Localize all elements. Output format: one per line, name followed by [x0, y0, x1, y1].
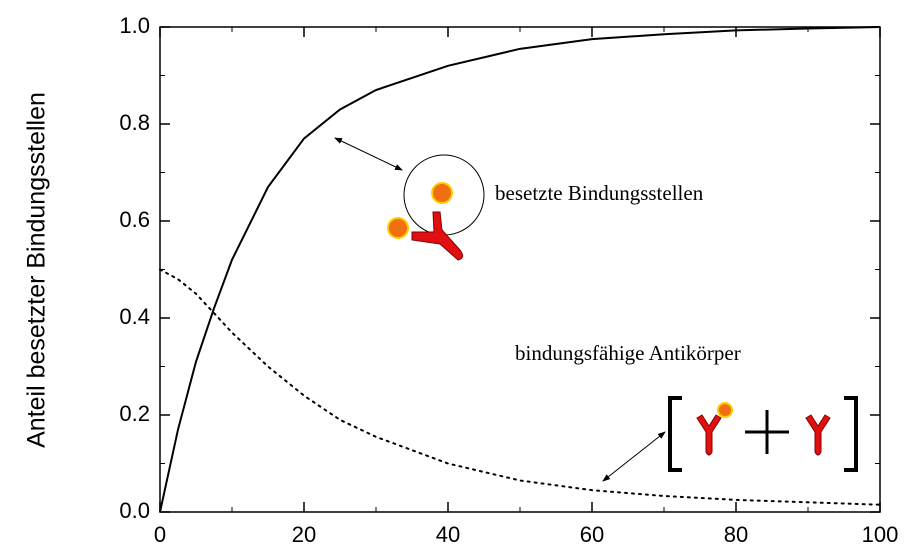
x-tick-label: 40 — [436, 522, 460, 547]
x-tick-label: 60 — [580, 522, 604, 547]
arrow — [335, 138, 402, 170]
series-line — [160, 270, 880, 505]
y-axis-label: Anteil besetzter Bindungsstellen — [23, 92, 51, 448]
annotation: bindungsfähige Antikörper — [515, 341, 741, 365]
x-tick-label: 20 — [292, 522, 316, 547]
plot-frame — [160, 27, 880, 512]
y-tick-label: 0.8 — [119, 110, 150, 135]
y-tick-label: 0.6 — [119, 207, 150, 232]
x-tick-label: 100 — [862, 522, 899, 547]
y-tick-label: 0.0 — [119, 498, 150, 523]
series-line — [160, 27, 880, 512]
arrow — [603, 432, 665, 481]
bracket-expression — [670, 398, 856, 470]
y-tick-label: 0.4 — [119, 304, 150, 329]
x-tick-label: 0 — [154, 522, 166, 547]
x-tick-label: 80 — [724, 522, 748, 547]
chart: Anteil besetzter Bindungsstellen besetzt… — [0, 0, 912, 556]
antibody-icon — [388, 183, 463, 260]
y-tick-label: 1.0 — [119, 13, 150, 38]
annotation: besetzte Bindungsstellen — [495, 181, 704, 205]
y-tick-label: 0.2 — [119, 401, 150, 426]
